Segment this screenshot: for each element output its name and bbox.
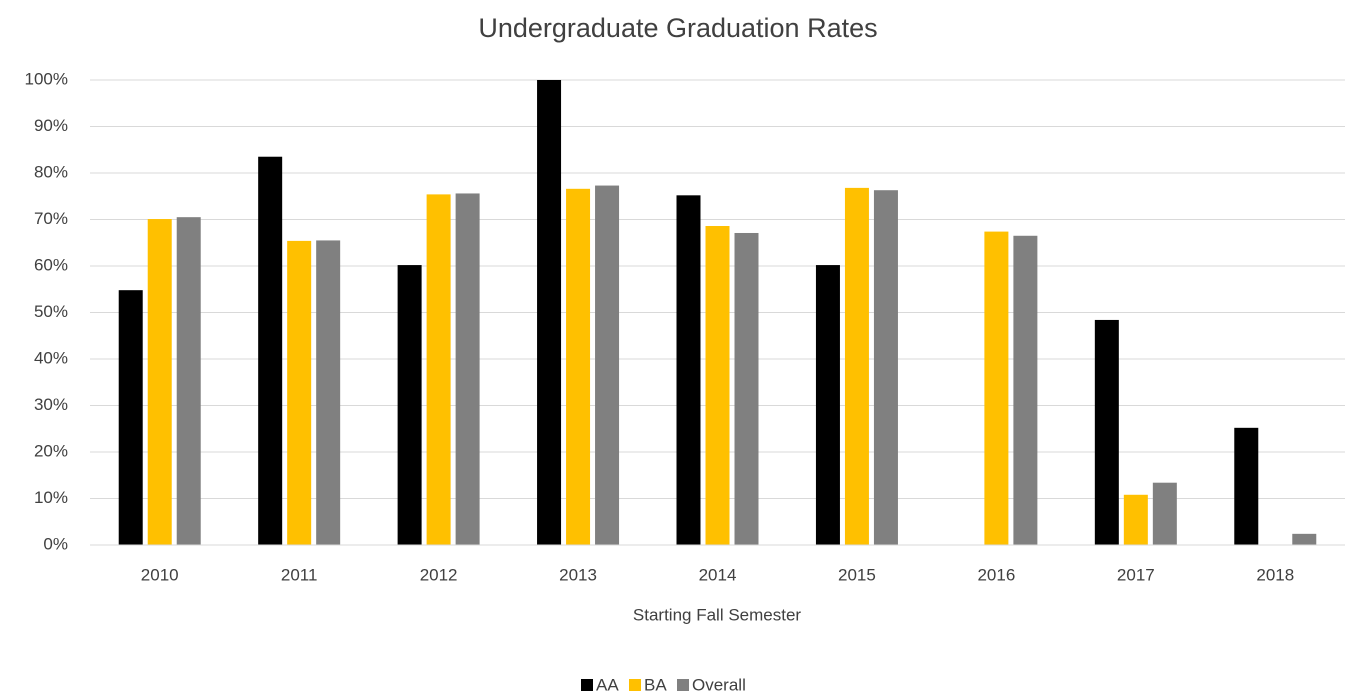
x-tick-label: 2018 <box>1256 565 1294 584</box>
chart-title: Undergraduate Graduation Rates <box>478 13 877 43</box>
y-tick-label: 60% <box>34 255 68 274</box>
y-tick-label: 50% <box>34 302 68 321</box>
y-tick-label: 0% <box>43 534 68 553</box>
bar <box>676 195 701 545</box>
bar <box>873 190 898 545</box>
bar <box>1123 494 1148 545</box>
bar <box>815 265 840 545</box>
legend-swatch <box>581 679 593 691</box>
bar <box>287 240 312 545</box>
legend-swatch <box>677 679 689 691</box>
x-tick-label: 2017 <box>1117 565 1155 584</box>
x-tick-label: 2011 <box>281 565 318 584</box>
legend-label: Overall <box>692 675 746 694</box>
x-tick-label: 2010 <box>141 565 179 584</box>
bar <box>566 188 591 545</box>
y-tick-label: 90% <box>34 116 68 135</box>
legend-label: AA <box>596 675 619 694</box>
y-tick-label: 100% <box>25 69 68 88</box>
y-tick-label: 80% <box>34 162 68 181</box>
y-tick-label: 10% <box>34 488 68 507</box>
bar <box>1094 319 1119 545</box>
bar <box>316 240 341 546</box>
y-tick-label: 20% <box>34 441 68 460</box>
bar <box>1292 533 1317 545</box>
bar <box>537 80 562 545</box>
x-tick-label: 2016 <box>977 565 1015 584</box>
bar <box>118 290 143 545</box>
y-tick-label: 70% <box>34 209 68 228</box>
legend-label: BA <box>644 675 667 694</box>
bar <box>1234 427 1259 545</box>
bar <box>455 193 480 545</box>
bar <box>595 185 620 545</box>
bar <box>1013 235 1038 545</box>
x-axis-label: Starting Fall Semester <box>633 605 802 624</box>
bar <box>176 217 201 546</box>
y-tick-label: 40% <box>34 348 68 367</box>
legend-swatch <box>629 679 641 691</box>
bar <box>397 265 422 545</box>
bar <box>844 187 869 545</box>
x-tick-label: 2015 <box>838 565 876 584</box>
y-tick-label: 30% <box>34 395 68 414</box>
x-tick-label: 2012 <box>420 565 458 584</box>
bar <box>734 232 759 546</box>
bar <box>258 156 283 545</box>
x-tick-label: 2014 <box>699 565 737 584</box>
bar <box>705 226 730 545</box>
bar <box>1152 482 1177 545</box>
x-tick-label: 2013 <box>559 565 597 584</box>
bar <box>426 194 451 545</box>
bar <box>147 219 172 545</box>
bar <box>984 231 1009 545</box>
